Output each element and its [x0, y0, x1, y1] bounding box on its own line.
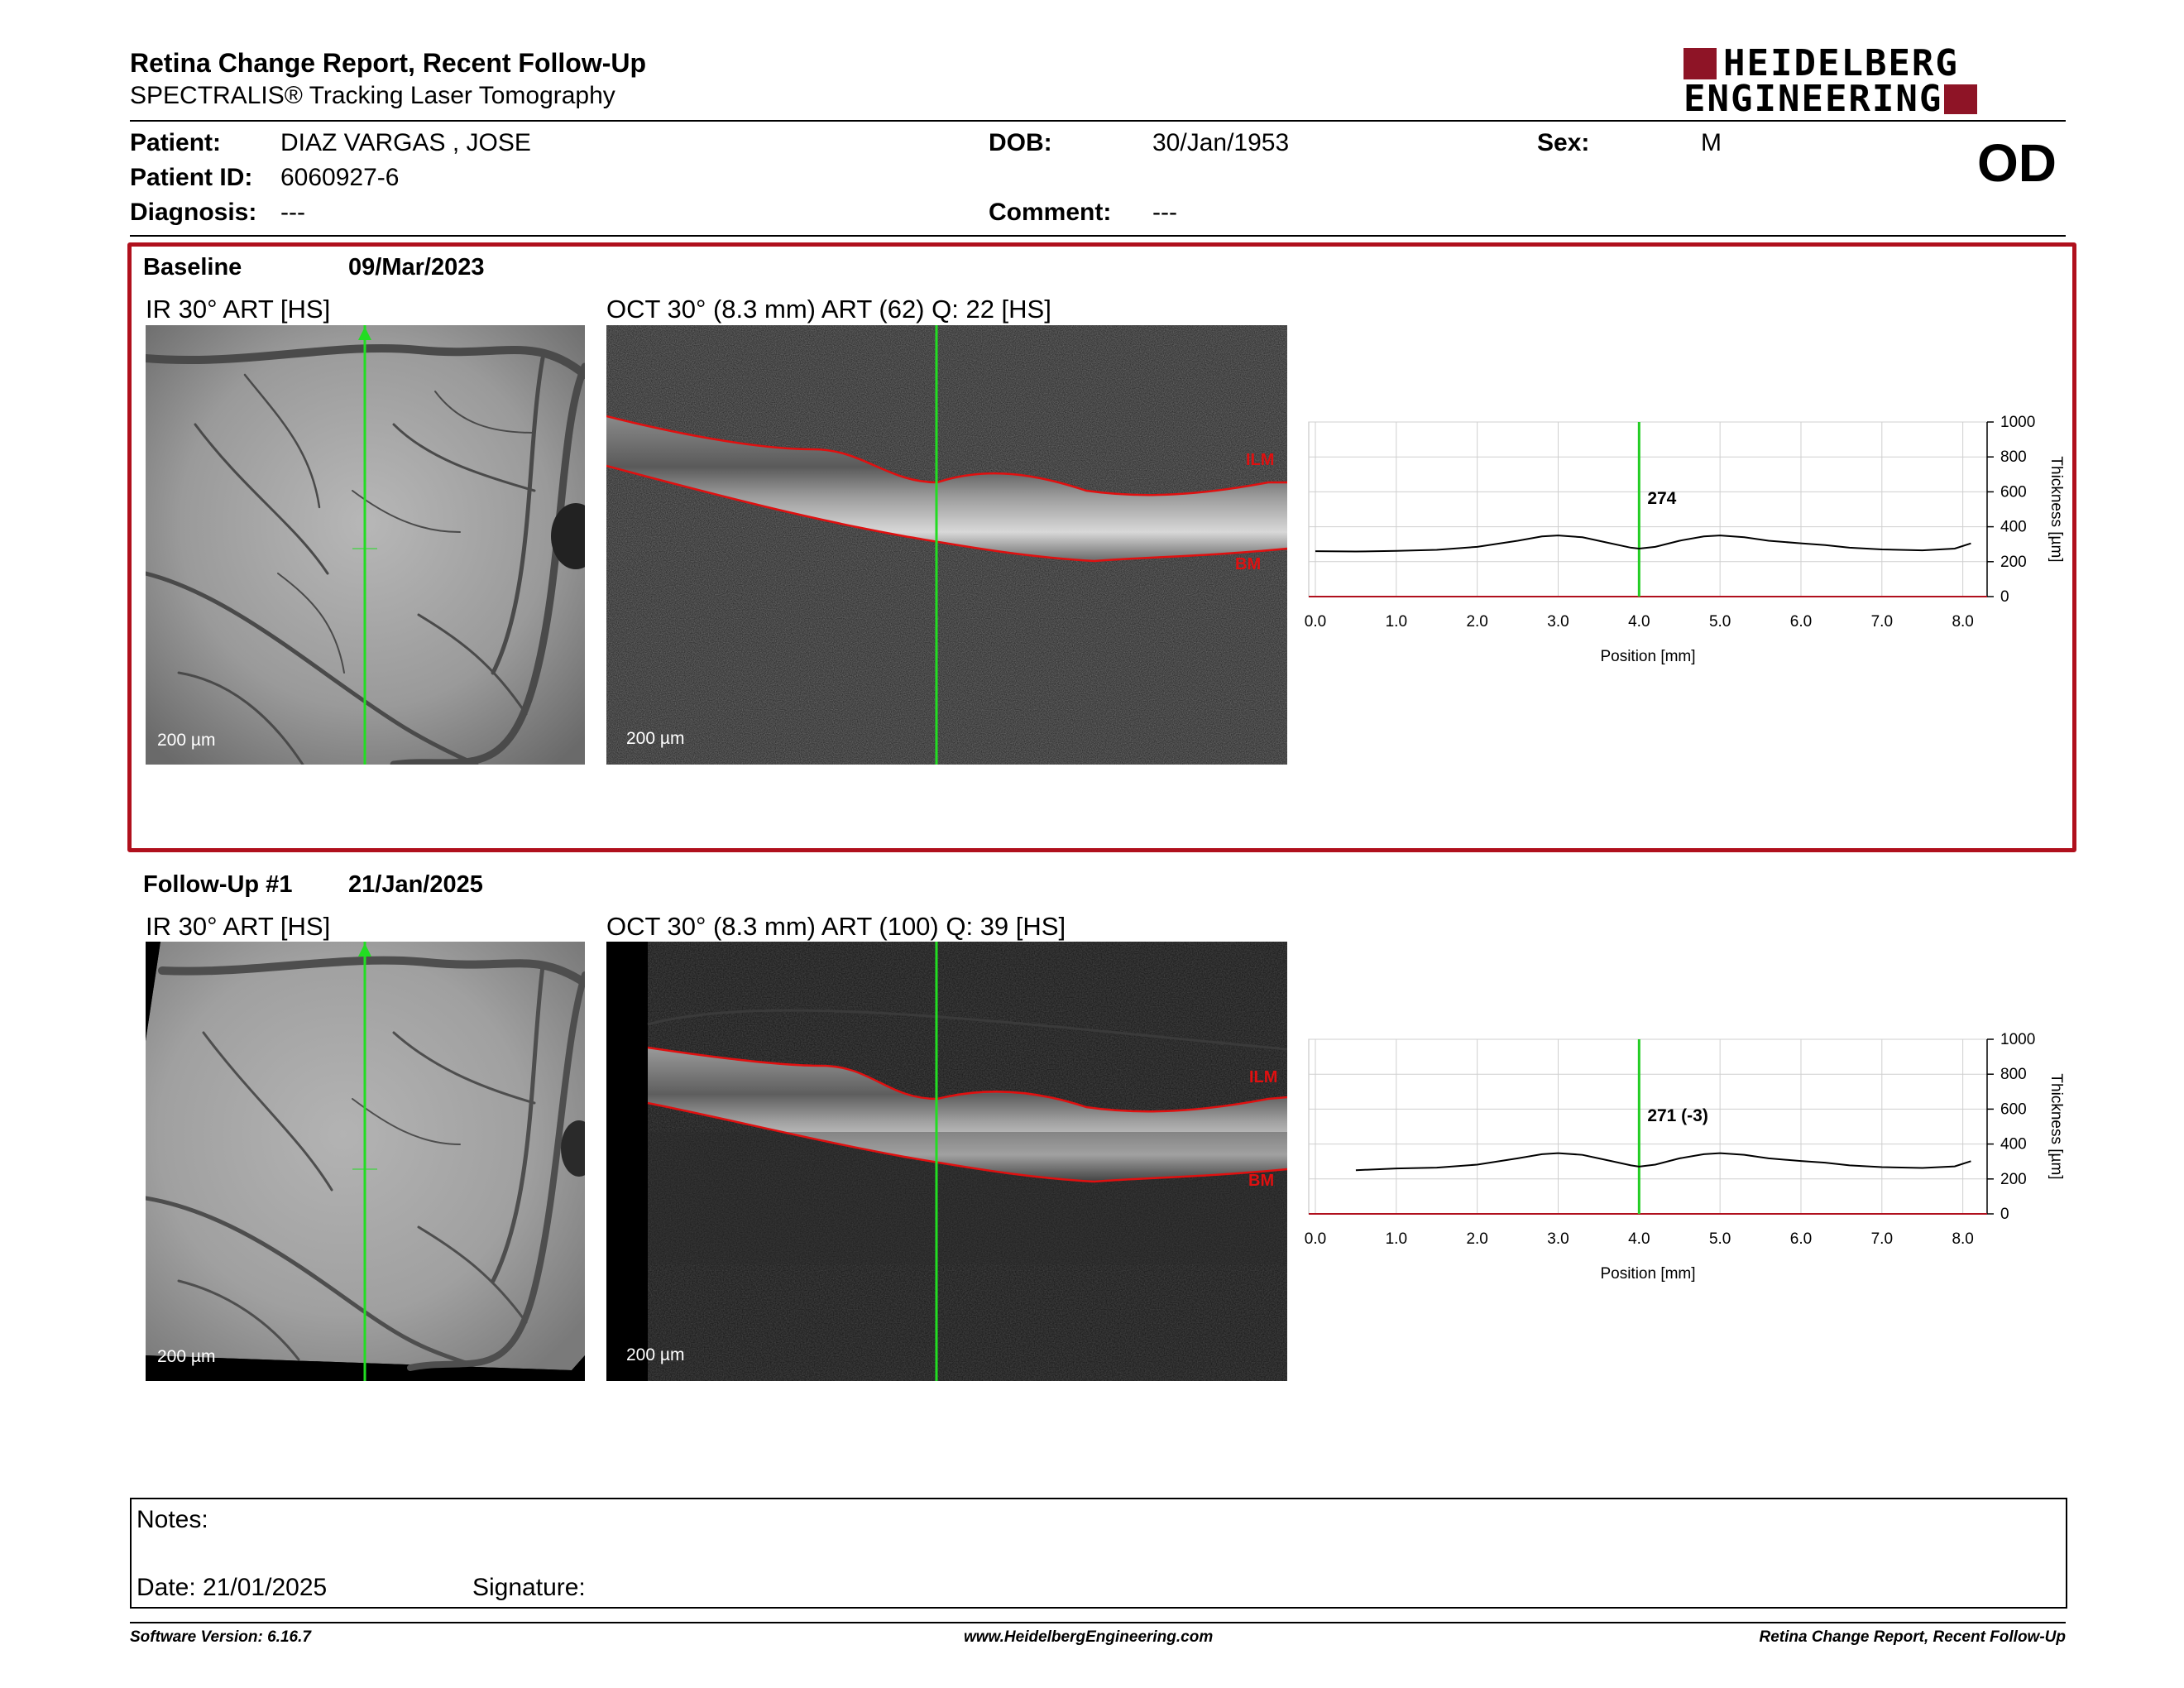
baseline-date: 09/Mar/2023: [348, 254, 485, 281]
chart-x-tick-label: 6.0: [1790, 1230, 1812, 1248]
chart-x-tick-label: 8.0: [1952, 613, 1973, 631]
patient-id: 6060927-6: [280, 164, 400, 191]
chart-plot-area: [1308, 1038, 1988, 1215]
sex-label: Sex:: [1537, 129, 1590, 156]
notes-box: Notes: Date: 21/01/2025 Signature:: [130, 1498, 2067, 1609]
chart-x-tick-label: 4.0: [1628, 613, 1650, 631]
footer-report-name: Retina Change Report, Recent Follow-Up: [1759, 1628, 2066, 1646]
chart-x-tick-label: 2.0: [1466, 1230, 1487, 1248]
followup-oct-title: OCT 30° (8.3 mm) ART (100) Q: 39 [HS]: [606, 912, 1066, 941]
logo-line2: ENGINEERING: [1684, 78, 1943, 120]
chart-x-tick-label: 7.0: [1871, 1230, 1893, 1248]
chart-y-tick-label: 800: [2000, 1066, 2027, 1083]
chart-y-tick-label: 600: [2000, 1101, 2027, 1118]
chart-y-tick-label: 1000: [2000, 1031, 2035, 1048]
chart-x-tick-label: 6.0: [1790, 613, 1812, 631]
patient-name: DIAZ VARGAS , JOSE: [280, 129, 531, 156]
chart-y-tick-label: 800: [2000, 448, 2027, 466]
dob-label: DOB:: [989, 129, 1052, 156]
patient-divider: [130, 235, 2066, 237]
chart-x-tick-label: 5.0: [1709, 1230, 1731, 1248]
diagnosis-label: Diagnosis:: [130, 199, 257, 226]
followup-date: 21/Jan/2025: [348, 871, 483, 898]
chart-x-tick-label: 0.0: [1305, 1230, 1326, 1248]
baseline-ir-title: IR 30° ART [HS]: [146, 295, 331, 324]
patient-label: Patient:: [130, 129, 222, 156]
chart-y-tick-label: 400: [2000, 1136, 2027, 1153]
chart-x-tick-label: 2.0: [1466, 613, 1487, 631]
chart-x-tick-label: 1.0: [1386, 1230, 1407, 1248]
baseline-oct-title: OCT 30° (8.3 mm) ART (62) Q: 22 [HS]: [606, 295, 1051, 324]
header-divider: [130, 120, 2066, 122]
baseline-thickness-chart: 0.0 1.0 2.0 3.0 4.0 5.0 6.0 7.0 8.0 0 200 400 600 800…: [1305, 414, 2065, 665]
baseline-highlight-frame: [127, 242, 2076, 852]
chart-thickness-line: [1355, 1152, 1971, 1172]
report-subtitle: SPECTRALIS® Tracking Laser Tomography: [130, 82, 615, 109]
chart-x-tick-label: 7.0: [1871, 613, 1893, 631]
chart-y-tick-label: 0: [2000, 1206, 2009, 1223]
notes-date: Date: 21/01/2025: [136, 1574, 328, 1601]
chart-x-axis-label: Position [mm]: [1600, 648, 1695, 665]
patient-id-label: Patient ID:: [130, 164, 253, 191]
signature-label: Signature:: [472, 1574, 586, 1601]
baseline-oct-scale: 200 µm: [626, 729, 685, 748]
chart-thickness-line: [1315, 535, 1971, 553]
followup-oct-bscan-image: ILM BM 200 µm: [606, 942, 1287, 1381]
followup-thickness-chart: 0.0 1.0 2.0 3.0 4.0 5.0 6.0 7.0 8.0 0 200 400 600 800…: [1305, 1031, 2065, 1283]
chart-y-axis-label: Thickness [µm]: [2048, 1073, 2065, 1179]
chart-x-tick-label: 1.0: [1386, 613, 1407, 631]
chart-marker-value: 271 (-3): [1647, 1106, 1708, 1125]
chart-y-tick-label: 600: [2000, 483, 2027, 501]
baseline-oct-bscan-image: ILM BM 200 µm: [606, 325, 1287, 765]
baseline-ir-fundus-image: 200 µm: [146, 325, 585, 765]
chart-x-tick-label: 3.0: [1547, 1230, 1569, 1248]
footer-website-link[interactable]: www.HeidelbergEngineering.com: [964, 1628, 1214, 1646]
footer-software-version: Software Version: 6.16.7: [130, 1628, 311, 1646]
followup-bm-label: BM: [1248, 1172, 1275, 1190]
followup-oct-scale: 200 µm: [626, 1345, 685, 1364]
followup-ilm-label: ILM: [1249, 1068, 1278, 1086]
eye-indicator: OD: [1977, 133, 2057, 193]
chart-y-tick-label: 200: [2000, 554, 2027, 571]
chart-y-tick-label: 400: [2000, 519, 2027, 536]
logo-line1: HEIDELBERG: [1723, 42, 1959, 84]
chart-x-tick-label: 0.0: [1305, 613, 1326, 631]
chart-marker-value: 274: [1647, 489, 1676, 508]
chart-y-tick-label: 0: [2000, 588, 2009, 606]
followup-ir-fundus-image: 200 µm: [146, 942, 585, 1381]
followup-ir-title: IR 30° ART [HS]: [146, 912, 331, 941]
chart-x-tick-label: 4.0: [1628, 1230, 1650, 1248]
chart-y-tick-label: 1000: [2000, 414, 2035, 431]
comment-label: Comment:: [989, 199, 1112, 226]
baseline-ilm-label: ILM: [1246, 451, 1275, 469]
chart-x-tick-label: 5.0: [1709, 613, 1731, 631]
notes-label: Notes:: [136, 1506, 208, 1533]
followup-ir-scale: 200 µm: [157, 1347, 216, 1366]
chart-x-tick-label: 8.0: [1952, 1230, 1973, 1248]
chart-x-axis-label: Position [mm]: [1600, 1265, 1695, 1283]
chart-x-tick-label: 3.0: [1547, 613, 1569, 631]
baseline-ir-scale: 200 µm: [157, 731, 216, 750]
chart-y-axis-label: Thickness [µm]: [2048, 456, 2065, 562]
comment-value: ---: [1152, 199, 1177, 226]
chart-y-tick-label: 200: [2000, 1171, 2027, 1188]
footer-divider: [130, 1622, 2066, 1623]
sex-value: M: [1701, 129, 1722, 156]
followup-label: Follow-Up #1: [143, 871, 293, 898]
dob-value: 30/Jan/1953: [1152, 129, 1290, 156]
chart-plot-area: [1308, 421, 1988, 597]
baseline-bm-label: BM: [1235, 555, 1262, 573]
diagnosis-value: ---: [280, 199, 305, 226]
report-title: Retina Change Report, Recent Follow-Up: [130, 48, 647, 78]
baseline-label: Baseline: [143, 254, 242, 281]
